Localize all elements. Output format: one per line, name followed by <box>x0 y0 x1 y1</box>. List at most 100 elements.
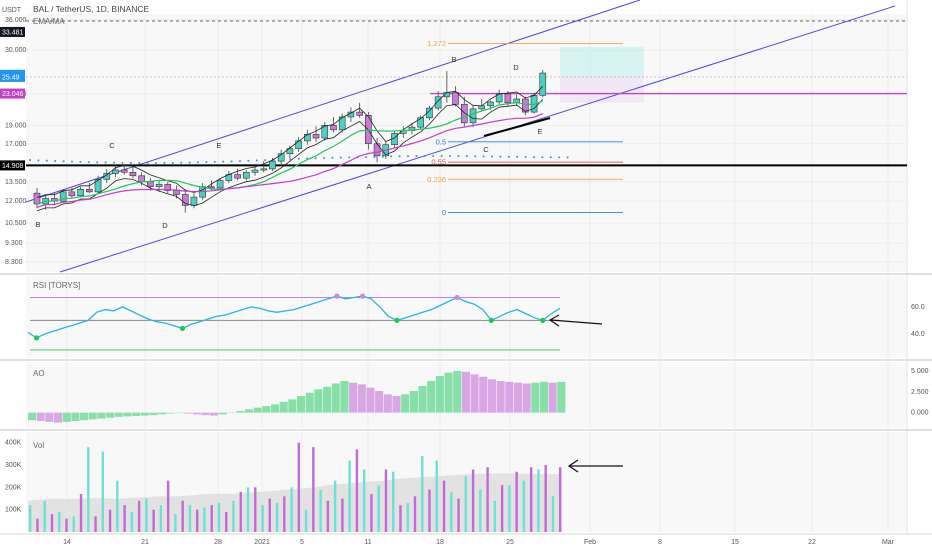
ao-bar <box>392 396 401 413</box>
volume-bar <box>254 487 257 532</box>
volume-bar <box>479 489 482 532</box>
candle-body <box>522 98 529 113</box>
price-overlays <box>25 0 907 273</box>
dotted-ma-point <box>415 155 418 158</box>
volume-bar <box>304 509 308 532</box>
volume-bar <box>116 480 119 532</box>
dotted-ma-point <box>541 156 544 159</box>
fib-levels: 1.272 0.5 0.55 0.236 0 <box>427 39 623 217</box>
rsi-trough-marker <box>394 317 400 323</box>
candle-body <box>295 140 302 149</box>
candle-body <box>173 190 180 195</box>
ao-bar <box>132 412 141 416</box>
volume-bar <box>50 514 54 532</box>
volume-bar <box>399 505 402 532</box>
candle-body <box>312 134 320 139</box>
dotted-ma-point <box>331 156 334 159</box>
price-axis[interactable]: 36.00030.00023.00019.00017.00013.50012.0… <box>5 17 27 266</box>
ao-bar <box>262 406 271 413</box>
candle-body <box>469 108 477 124</box>
wave-label: A <box>366 182 371 191</box>
dotted-ma-point <box>188 161 191 164</box>
volume-bar <box>551 496 555 532</box>
dotted-ma-point <box>222 160 225 163</box>
dotted-ma-point <box>62 160 65 163</box>
rsi-peak-marker <box>360 293 366 299</box>
wave-label: C <box>483 145 489 154</box>
dotted-ma-point <box>104 161 107 164</box>
candle-body <box>269 160 276 170</box>
rsi-pane[interactable]: RSI [TORYS] 60.0 40.0 <box>27 281 925 351</box>
time-axis-tick: 11 <box>364 539 371 546</box>
candle-body <box>251 169 259 173</box>
ao-pane[interactable]: AO 5.000 2.500 0.000 <box>28 368 929 423</box>
price-tag <box>0 88 25 99</box>
volume-bar <box>370 494 373 532</box>
candle-body <box>234 174 241 179</box>
rsi-line <box>27 295 561 339</box>
ao-bar <box>36 412 45 421</box>
volume-axis-tick: 400K <box>5 440 22 447</box>
dotted-ma-point <box>323 156 325 159</box>
ao-bar <box>114 412 123 417</box>
dotted-ma-point <box>129 161 132 164</box>
rsi-peak-marker <box>454 294 460 301</box>
volume-bar <box>94 516 97 532</box>
dotted-ma-point <box>390 155 393 158</box>
ao-bar <box>383 394 392 413</box>
volume-bar <box>101 451 105 532</box>
ao-bar <box>513 382 523 413</box>
ao-bar <box>505 381 514 413</box>
dotted-ma-point <box>163 161 166 164</box>
ao-bar <box>305 392 314 413</box>
dotted-ma-point <box>138 161 141 164</box>
price-axis-tick: 8.300 <box>5 259 23 266</box>
volume-bar <box>239 491 242 532</box>
wave-label: E <box>537 127 542 136</box>
volume-bar <box>442 480 446 532</box>
volume-title: Vol <box>33 441 44 450</box>
candle-body <box>208 186 215 189</box>
time-axis-tick: 8 <box>658 539 662 546</box>
volume-bar <box>79 494 83 532</box>
candle-body <box>338 116 346 131</box>
candle-body <box>68 191 76 197</box>
ao-bar <box>54 412 63 423</box>
ao-bar <box>297 396 306 413</box>
dotted-ma-point <box>96 161 99 164</box>
price-axis-tick: 30.000 <box>5 47 27 54</box>
volume-bar <box>72 516 75 532</box>
dotted-ma-point <box>549 156 552 159</box>
dotted-ma-point <box>45 159 48 162</box>
ao-bar <box>88 412 97 420</box>
volume-bar <box>217 502 221 532</box>
fib-label: 1.272 <box>427 39 446 48</box>
dotted-ma-point <box>37 159 40 162</box>
ao-bar <box>149 412 158 416</box>
volume-bar <box>486 467 489 532</box>
target-zone <box>560 46 644 77</box>
wave-label: B <box>451 55 456 64</box>
price-tag-label: 33.481 <box>2 29 24 36</box>
dotted-ma-point <box>499 155 502 158</box>
price-axis-tick: 10.500 <box>5 220 27 227</box>
volume-bar <box>130 511 134 532</box>
candle-body <box>452 92 459 105</box>
volume-bar <box>268 498 271 532</box>
volume-bar <box>203 507 206 532</box>
volume-bar <box>283 496 286 532</box>
volume-pane[interactable]: Vol 400K 300K 200K 100K <box>5 440 562 532</box>
volume-bar <box>246 487 250 532</box>
ao-bar <box>28 412 37 421</box>
dotted-ma-point <box>239 160 241 163</box>
time-axis[interactable]: 14 21 28 2021 5 11 18 25 Feb 8 15 22 Mar <box>0 533 932 546</box>
time-axis-tick: 2021 <box>254 539 270 546</box>
dotted-ma-point <box>524 156 527 159</box>
pane-backgrounds <box>0 0 932 535</box>
candle-body <box>304 134 311 142</box>
wave-labels: B C D E A B C D E <box>35 55 542 230</box>
ema-lower-line <box>36 99 544 212</box>
volume-bar <box>348 460 351 532</box>
volume-bar <box>326 500 330 532</box>
volume-bar <box>43 500 46 532</box>
